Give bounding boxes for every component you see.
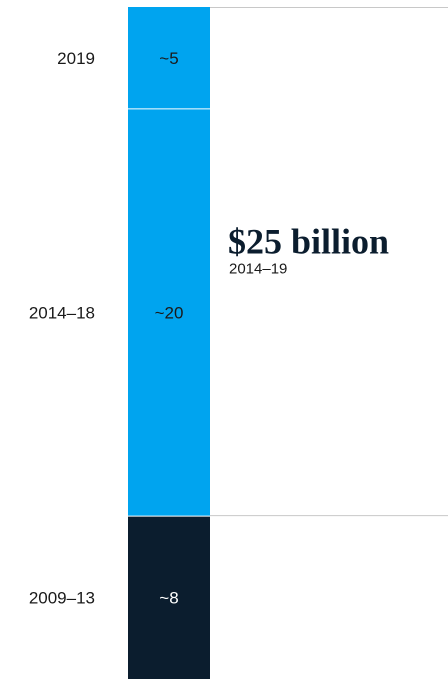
bar-value-label-0: ~8 <box>159 589 178 608</box>
bar-segment-0 <box>128 516 210 679</box>
bar-segment-2 <box>128 7 210 109</box>
bar-segments: ~8 2009–13 ~20 2014–18 ~5 2019 <box>29 7 210 679</box>
period-label-1: 2014–18 <box>29 303 95 322</box>
bar-value-label-2: ~5 <box>159 49 178 68</box>
bar-value-label-1: ~20 <box>155 303 184 322</box>
period-label-2: 2019 <box>57 49 95 68</box>
callout-value: $25 billion <box>228 222 389 262</box>
callout-group: $25 billion 2014–19 <box>210 7 448 517</box>
period-label-0: 2009–13 <box>29 589 95 608</box>
bar-segment-1 <box>128 108 210 517</box>
callout-period: 2014–19 <box>229 261 287 278</box>
